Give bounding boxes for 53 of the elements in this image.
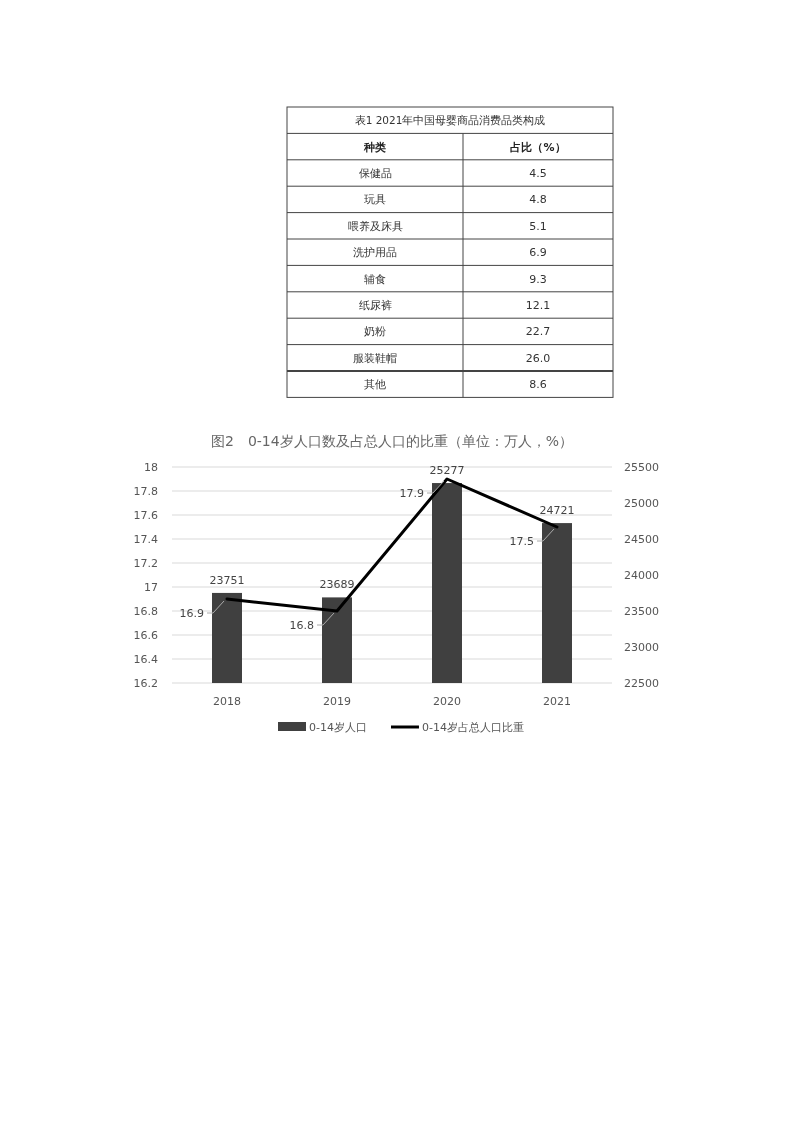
y-tick-label: 16.2 bbox=[133, 677, 158, 690]
data-label: 12.1 bbox=[525, 299, 551, 312]
text: 表1 2021年中国母婴商品消费品类构成 bbox=[354, 114, 546, 127]
data-label: 23689 bbox=[319, 578, 355, 592]
y-tick-label: 17.4 bbox=[133, 533, 158, 546]
y2-tick-label: 23500 bbox=[624, 605, 659, 618]
data-label: 9.3 bbox=[529, 272, 547, 286]
data-label: 16.9 bbox=[179, 607, 204, 620]
y2-tick-label: 25000 bbox=[624, 497, 659, 510]
y-tick-label: 17.6 bbox=[133, 509, 158, 522]
y-tick-label: 17 bbox=[144, 581, 158, 594]
data-label: 5.1 bbox=[529, 219, 547, 233]
chart-title: 图2 0-14岁人口数及占总人口的比重（单位：万人，%） bbox=[211, 433, 573, 449]
y-tick-label: 16.6 bbox=[133, 629, 158, 642]
data-label: 23751 bbox=[209, 573, 245, 587]
text: 种类 bbox=[363, 140, 386, 154]
y2-tick-label: 24000 bbox=[624, 569, 659, 582]
y2-tick-label: 25500 bbox=[624, 461, 659, 474]
y-tick-label: 17.2 bbox=[133, 557, 158, 570]
legend-label: 0-14岁占总人口比重 bbox=[421, 721, 524, 734]
category-label: 洗护用品 bbox=[353, 246, 397, 260]
category-label: 玩具 bbox=[364, 193, 386, 207]
data-label: 25277 bbox=[429, 464, 465, 478]
y2-tick-label: 24500 bbox=[624, 533, 659, 546]
legend-label: 0-14岁人口 bbox=[309, 721, 367, 734]
data-label: 17.5 bbox=[509, 535, 534, 548]
x-tick-label: 2019 bbox=[323, 695, 351, 708]
y-tick-label: 17.8 bbox=[133, 485, 158, 498]
y-tick-label: 16.4 bbox=[133, 653, 158, 666]
y-tick-label: 16.8 bbox=[133, 605, 158, 618]
x-tick-label: 2021 bbox=[543, 695, 571, 708]
data-label: 26.0 bbox=[525, 351, 551, 365]
y2-tick-label: 22500 bbox=[624, 677, 659, 690]
y2-tick-label: 23000 bbox=[624, 641, 659, 654]
data-label: 4.8 bbox=[529, 193, 547, 207]
data-label: 4.5 bbox=[529, 167, 547, 180]
category-label: 辅食 bbox=[364, 272, 386, 286]
data-label: 22.7 bbox=[525, 325, 551, 339]
category-label: 喂养及床具 bbox=[347, 219, 403, 233]
data-label: 6.9 bbox=[529, 246, 547, 260]
text: 占比（%） bbox=[510, 140, 566, 154]
category-label: 纸尿裤 bbox=[358, 299, 392, 312]
category-label: 其他 bbox=[364, 378, 386, 392]
data-label: 24721 bbox=[539, 504, 575, 518]
data-label: 17.9 bbox=[399, 487, 424, 500]
x-tick-label: 2018 bbox=[213, 695, 241, 708]
category-label: 服装鞋帽 bbox=[353, 351, 397, 365]
x-tick-label: 2020 bbox=[433, 695, 461, 708]
data-label: 8.6 bbox=[529, 378, 547, 392]
category-label: 奶粉 bbox=[364, 325, 386, 339]
y-tick-label: 18 bbox=[144, 461, 158, 474]
category-label: 保健品 bbox=[358, 167, 392, 180]
data-label: 16.8 bbox=[289, 619, 314, 632]
